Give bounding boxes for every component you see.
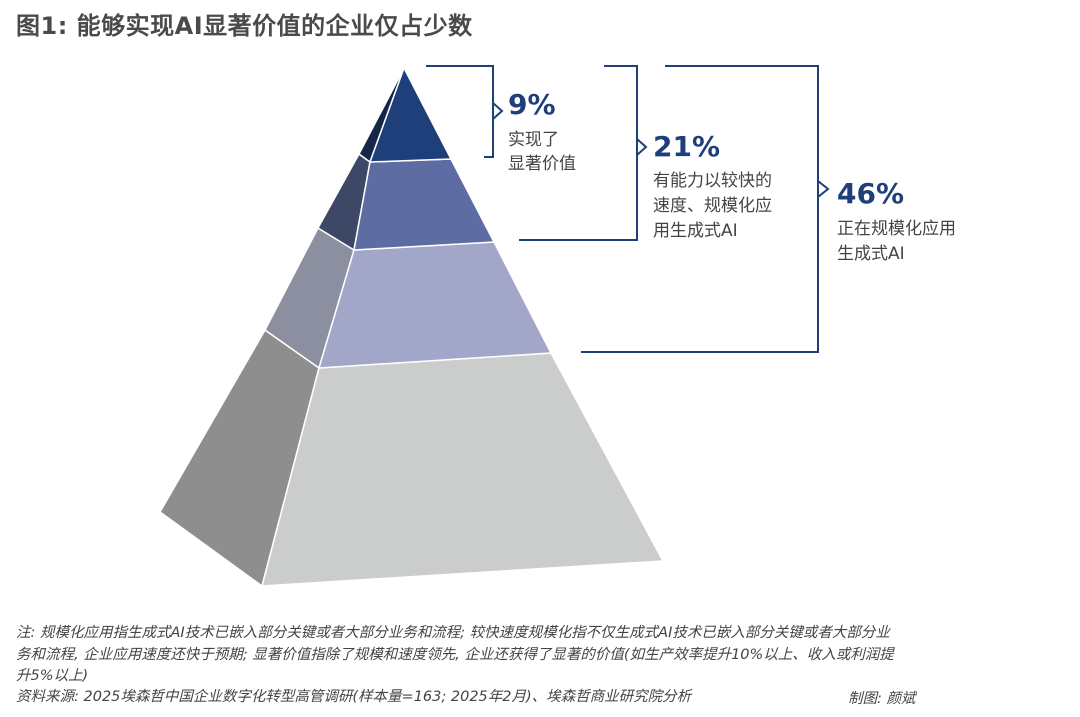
value-label-46pct: 46% [837, 177, 905, 210]
pyramid-tier-2-front [353, 158, 495, 251]
footnote-line2: 务和流程, 企业应用速度还快于预期; 显著价值指除了规模和速度领先, 企业还获得… [16, 647, 894, 663]
value-label-21pct: 21% [653, 130, 721, 163]
pyramid-tier-1-front [369, 67, 452, 163]
chart-credit: 制图: 颜斌 [848, 691, 916, 707]
desc-9pct-line2: 显著价值 [508, 154, 576, 174]
desc-21pct-line2: 速度、规模化应 [653, 196, 772, 216]
source-note: 资料来源: 2025埃森哲中国企业数字化转型高管调研(样本量=163; 2025… [16, 689, 692, 705]
desc-21pct-line3: 用生成式AI [653, 221, 738, 241]
desc-9pct-line1: 实现了 [508, 130, 559, 150]
bracket-46pct-tick [817, 180, 830, 198]
bracket-9pct [426, 65, 494, 158]
pyramid-tier-3-front [318, 241, 552, 369]
bracket-46pct [581, 65, 819, 353]
chart-title: 图1: 能够实现AI显著价值的企业仅占少数 [16, 12, 473, 40]
bracket-21pct [519, 65, 638, 241]
desc-46pct-line1: 正在规模化应用 [837, 219, 956, 239]
footnote-line3: 升5%以上) [16, 668, 89, 684]
desc-46pct-line2: 生成式AI [837, 244, 905, 264]
pyramid-tier-4-front [261, 352, 664, 587]
footnote-line1: 注: 规模化应用指生成式AI技术已嵌入部分关键或者大部分业务和流程; 较快速度规… [16, 625, 890, 641]
value-label-9pct: 9% [508, 88, 556, 121]
bracket-9pct-tick [492, 102, 504, 120]
bracket-21pct-tick [636, 138, 648, 156]
desc-21pct-line1: 有能力以较快的 [653, 171, 772, 191]
